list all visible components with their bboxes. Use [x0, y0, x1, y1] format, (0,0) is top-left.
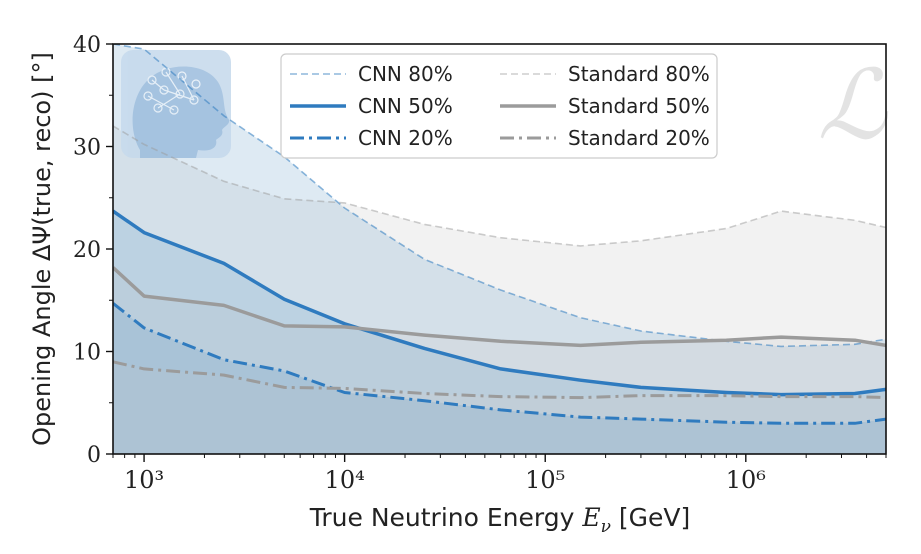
y-tick-label: 20 [73, 238, 101, 263]
y-axis-label: Opening Angle ΔΨ(true, reco) [°] [28, 52, 56, 446]
legend-label-standard-50: Standard 50% [568, 94, 710, 118]
x-tick-label: 10⁵ [525, 466, 565, 494]
y-tick-label: 40 [73, 33, 101, 58]
fill-cnn-80 [113, 44, 886, 454]
fill-cnn-50 [113, 211, 886, 454]
watermark-glyph: ℒ [817, 49, 888, 161]
legend-label-standard-80: Standard 80% [568, 62, 710, 86]
line-cnn-50 [113, 209, 886, 397]
brain-logo-icon [121, 50, 231, 158]
legend-label-cnn-20: CNN 20% [358, 126, 453, 150]
line-standard-80 [113, 125, 886, 247]
fill-standard-20 [113, 361, 886, 454]
line-cnn-80 [113, 44, 886, 348]
y-tick-label: 30 [73, 136, 101, 161]
fill-cnn-20 [113, 303, 886, 454]
line-standard-20 [113, 360, 886, 400]
legend: CNN 80% CNN 50% CNN 20% Standard 80% Standar… [280, 53, 718, 159]
y-tick-label: 10 [73, 341, 101, 366]
x-axis-label: True Neutrino Energy Eν [GeV] [309, 503, 690, 537]
x-tick-label: 10³ [124, 466, 164, 494]
fill-standard-50 [113, 267, 886, 454]
legend-label-cnn-80: CNN 80% [358, 62, 453, 86]
line-cnn-20 [113, 302, 886, 425]
x-tick-label: 10⁶ [726, 466, 766, 494]
legend-label-standard-20: Standard 20% [568, 126, 710, 150]
legend-box [280, 53, 718, 159]
y-tick-label: 0 [87, 443, 101, 468]
series-lines [113, 44, 886, 425]
x-tick-label: 10⁴ [325, 466, 365, 494]
line-standard-50 [113, 266, 886, 348]
legend-label-cnn-50: CNN 50% [358, 94, 453, 118]
axis-ticks: 0 10 20 30 40 10³ 10⁴ 10⁵ 10⁶ [73, 33, 887, 494]
